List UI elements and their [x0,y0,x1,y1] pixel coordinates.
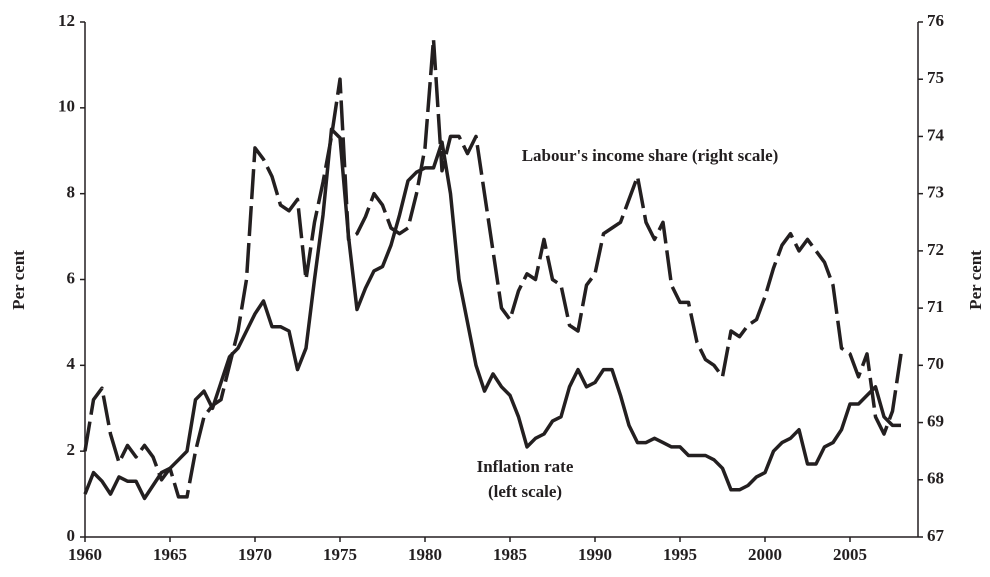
x-tick-label: 1970 [238,545,272,564]
y-tick-label: 2 [67,440,76,459]
annotation: Inflation rate [477,457,574,476]
x-tick-label: 1980 [408,545,442,564]
y2-tick-label: 72 [927,240,944,259]
y2-tick-label: 76 [927,11,944,30]
x-tick-label: 1975 [323,545,357,564]
y2-axis-label: Per cent [966,250,985,310]
y2-tick-label: 68 [927,469,944,488]
x-tick-label: 1990 [578,545,612,564]
y-tick-label: 8 [67,183,76,202]
x-tick-label: 1995 [663,545,697,564]
y-tick-label: 4 [67,354,76,373]
x-tick-label: 1985 [493,545,527,564]
x-tick-label: 2000 [748,545,782,564]
x-tick-label: 1960 [68,545,102,564]
line-series [83,37,903,499]
y2-tick-label: 69 [927,411,944,430]
annotation: (left scale) [488,482,562,501]
y2-tick-label: 75 [927,68,944,87]
x-tick-label: 2005 [833,545,867,564]
x-tick-label: 1965 [153,545,187,564]
line-series [83,127,901,501]
y2-tick-label: 74 [927,125,945,144]
y2-tick-label: 70 [927,354,944,373]
y-axis-label: Per cent [9,250,28,310]
y2-tick-label: 67 [927,526,945,545]
y-tick-label: 6 [67,268,76,287]
y-tick-label: 12 [58,11,75,30]
y2-tick-label: 73 [927,183,944,202]
annotation: Labour's income share (right scale) [522,146,779,165]
y-tick-label: 0 [67,526,76,545]
y2-tick-label: 71 [927,297,944,316]
y-tick-label: 10 [58,97,75,116]
